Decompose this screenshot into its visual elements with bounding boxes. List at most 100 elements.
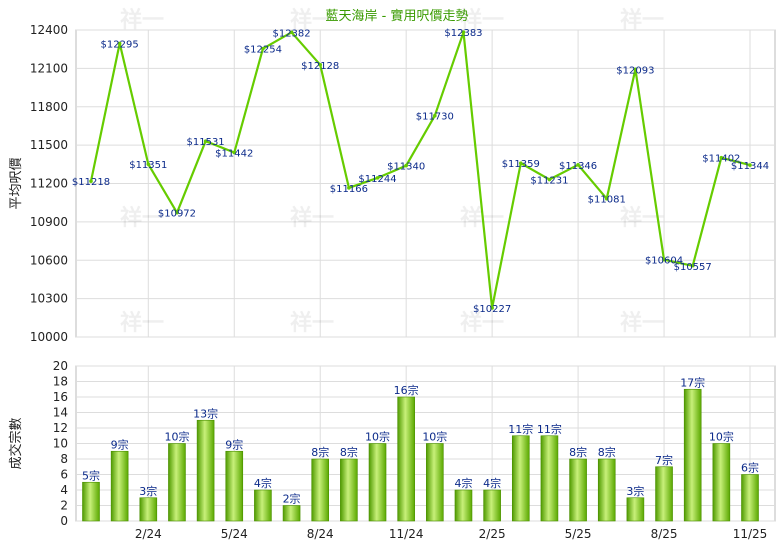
- bar: [511, 435, 530, 522]
- bar-data-label: 9宗: [111, 437, 129, 451]
- line-data-label: $11346: [559, 161, 597, 172]
- line-data-label: $10972: [158, 209, 196, 220]
- line-y-tick-label: 11500: [30, 138, 68, 152]
- line-data-label: $11244: [358, 174, 396, 185]
- bar-data-label: 4宗: [483, 476, 501, 490]
- line-data-label: $12382: [272, 28, 310, 39]
- x-tick-label: 11/25: [733, 527, 768, 541]
- line-data-label: $12128: [301, 61, 339, 72]
- bar-data-label: 16宗: [394, 383, 419, 397]
- bar: [569, 458, 587, 522]
- line-y-tick-label: 10300: [30, 292, 68, 306]
- line-data-point: [175, 210, 179, 215]
- line-data-point: [117, 41, 122, 46]
- bar: [282, 505, 301, 522]
- bar-data-label: 3宗: [626, 484, 644, 498]
- watermark-text: 祥一: [120, 205, 164, 231]
- watermark-text: 祥一: [290, 205, 334, 231]
- line-y-tick-label: 10600: [30, 253, 68, 267]
- line-data-point: [461, 30, 466, 34]
- line-data-label: $11402: [702, 154, 740, 165]
- bar-data-label: 10宗: [365, 430, 390, 444]
- line-data-label: $11442: [215, 149, 253, 160]
- bar: [254, 489, 272, 522]
- bar-data-label: 8宗: [598, 445, 616, 459]
- bar-y-tick-label: 8: [60, 452, 68, 466]
- line-data-label: $12295: [101, 39, 139, 50]
- bar: [397, 396, 415, 522]
- line-data-point: [232, 150, 237, 155]
- bar: [626, 497, 645, 522]
- bar-y-tick-label: 12: [53, 421, 68, 435]
- line-data-label: $11351: [129, 160, 167, 171]
- line-data-label: $11344: [731, 161, 769, 172]
- bar-data-label: 10宗: [422, 430, 447, 444]
- bar: [483, 489, 501, 522]
- bar: [655, 466, 673, 522]
- bar: [597, 458, 616, 522]
- bar-y-tick-label: 18: [53, 375, 68, 389]
- line-data-point: [518, 161, 523, 165]
- watermark-text: 祥一: [460, 7, 504, 33]
- bar-data-label: 11宗: [508, 422, 533, 436]
- line-data-point: [604, 196, 609, 201]
- watermark-text: 祥一: [120, 7, 164, 33]
- line-data-point: [203, 139, 208, 143]
- bar-y-tick-label: 2: [60, 499, 68, 513]
- bar-data-label: 6宗: [741, 461, 759, 475]
- line-data-label: $11166: [330, 184, 368, 195]
- bar-y-tick-label: 6: [60, 468, 68, 482]
- bar-data-label: 8宗: [569, 445, 587, 459]
- watermark-text: 祥一: [620, 7, 664, 33]
- line-data-point: [146, 162, 151, 166]
- line-data-point: [289, 30, 294, 35]
- x-tick-label: 2/24: [135, 527, 162, 541]
- bar-data-label: 13宗: [193, 406, 218, 420]
- x-tick-label: 11/24: [389, 527, 424, 541]
- line-data-point: [490, 306, 494, 310]
- line-data-point: [347, 186, 351, 190]
- bar-y-axis-title: 成交宗數: [8, 417, 24, 469]
- line-data-label: $10604: [645, 256, 683, 267]
- x-tick-label: 5/25: [565, 527, 592, 541]
- line-y-tick-label: 12100: [30, 61, 68, 75]
- line-data-label: $11081: [588, 195, 626, 206]
- bar: [340, 458, 358, 522]
- line-data-point: [633, 67, 638, 72]
- bar: [454, 489, 473, 522]
- bar-data-label: 9宗: [225, 437, 243, 451]
- line-y-tick-label: 12400: [30, 23, 68, 37]
- line-data-label: $11531: [187, 137, 225, 148]
- x-tick-label: 8/25: [651, 527, 678, 541]
- line-data-label: $12093: [616, 65, 654, 76]
- line-data-label: $11730: [416, 112, 454, 123]
- bar: [168, 443, 186, 522]
- bar-y-tick-label: 14: [53, 406, 68, 420]
- line-data-label: $11231: [530, 176, 568, 187]
- bar: [196, 419, 215, 522]
- bar-data-label: 8宗: [340, 445, 358, 459]
- x-tick-label: 5/24: [221, 527, 248, 541]
- bar-data-label: 10宗: [164, 430, 189, 444]
- line-data-label: $11359: [502, 159, 540, 170]
- line-data-point: [662, 257, 666, 262]
- bar-data-label: 3宗: [139, 484, 157, 498]
- line-data-point: [433, 113, 437, 118]
- bar-data-label: 4宗: [254, 476, 272, 490]
- watermark-text: 祥一: [120, 310, 164, 336]
- line-series-path: [89, 31, 751, 310]
- watermark-text: 祥一: [290, 7, 334, 33]
- bar-y-tick-label: 16: [53, 390, 68, 404]
- bar-data-label: 8宗: [311, 445, 329, 459]
- line-data-label: $12254: [244, 45, 282, 56]
- watermark-text: 祥一: [620, 310, 664, 336]
- bar: [540, 435, 559, 522]
- line-data-point: [547, 177, 552, 182]
- line-y-tick-label: 11200: [30, 177, 68, 191]
- bar-y-tick-label: 4: [60, 483, 68, 497]
- bar-y-tick-label: 10: [53, 437, 68, 451]
- bar: [712, 443, 731, 522]
- line-y-tick-label: 10000: [30, 330, 68, 344]
- bar: [82, 481, 100, 522]
